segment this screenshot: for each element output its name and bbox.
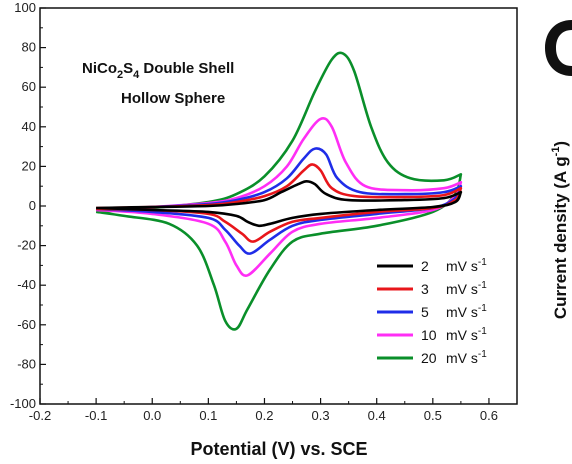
legend-label-10: 10 mV s-1 <box>421 326 487 343</box>
x-tick-label: -0.2 <box>29 408 51 423</box>
y-tick-label: 40 <box>22 119 36 134</box>
cropped-panel-letter-mark <box>545 20 572 76</box>
x-axis-title: Potential (V) vs. SCE <box>190 439 367 459</box>
y-tick-label: 100 <box>14 0 36 15</box>
legend-label-5: 5 mV s-1 <box>421 303 487 320</box>
cv-curve-5-mv-s <box>96 147 463 255</box>
legend-label-20: 20 mV s-1 <box>421 349 487 366</box>
legend-label-3: 3 mV s-1 <box>421 280 487 297</box>
y-tick-label: 80 <box>22 40 36 55</box>
y-tick-label: 0 <box>29 198 36 213</box>
x-tick-label: -0.1 <box>85 408 107 423</box>
sample-annotation-line1: NiCo2S4 Double Shell <box>82 60 234 81</box>
x-tick-label: 0.0 <box>143 408 161 423</box>
y-tick-label: -60 <box>17 317 36 332</box>
cv-curve-3-mv-s <box>96 163 463 243</box>
x-tick-label: 0.3 <box>312 408 330 423</box>
x-tick-label: 0.5 <box>424 408 442 423</box>
cv-curves <box>95 51 463 331</box>
cv-curve-20-mv-s <box>95 51 463 331</box>
y-tick-label: 20 <box>22 158 36 173</box>
legend-label-2: 2 mV s-1 <box>421 257 487 274</box>
axis-ticks: -0.2 -0.1 0.0 0.1 0.2 0.3 0.4 0.5 0.6 100 80 60 40 20… <box>10 0 498 423</box>
y-tick-label: -20 <box>17 238 36 253</box>
x-tick-label: 0.2 <box>255 408 273 423</box>
x-tick-label: 0.4 <box>368 408 386 423</box>
x-tick-label: 0.1 <box>199 408 217 423</box>
y-tick-label: 60 <box>22 79 36 94</box>
y-tick-label: -100 <box>10 396 36 411</box>
cv-curve-10-mv-s <box>96 116 463 277</box>
sample-annotation-line2: Hollow Sphere <box>121 90 225 107</box>
legend: 2 mV s-1 3 mV s-1 5 mV s-1 10 mV s-1 20 mV s-1 <box>377 257 487 366</box>
x-tick-label: 0.6 <box>480 408 498 423</box>
cv-curve-2-mv-s <box>96 180 463 228</box>
y-tick-label: -40 <box>17 277 36 292</box>
y-tick-label: -80 <box>17 356 36 371</box>
y-axis-title: Current density (A g-1) <box>550 141 570 319</box>
